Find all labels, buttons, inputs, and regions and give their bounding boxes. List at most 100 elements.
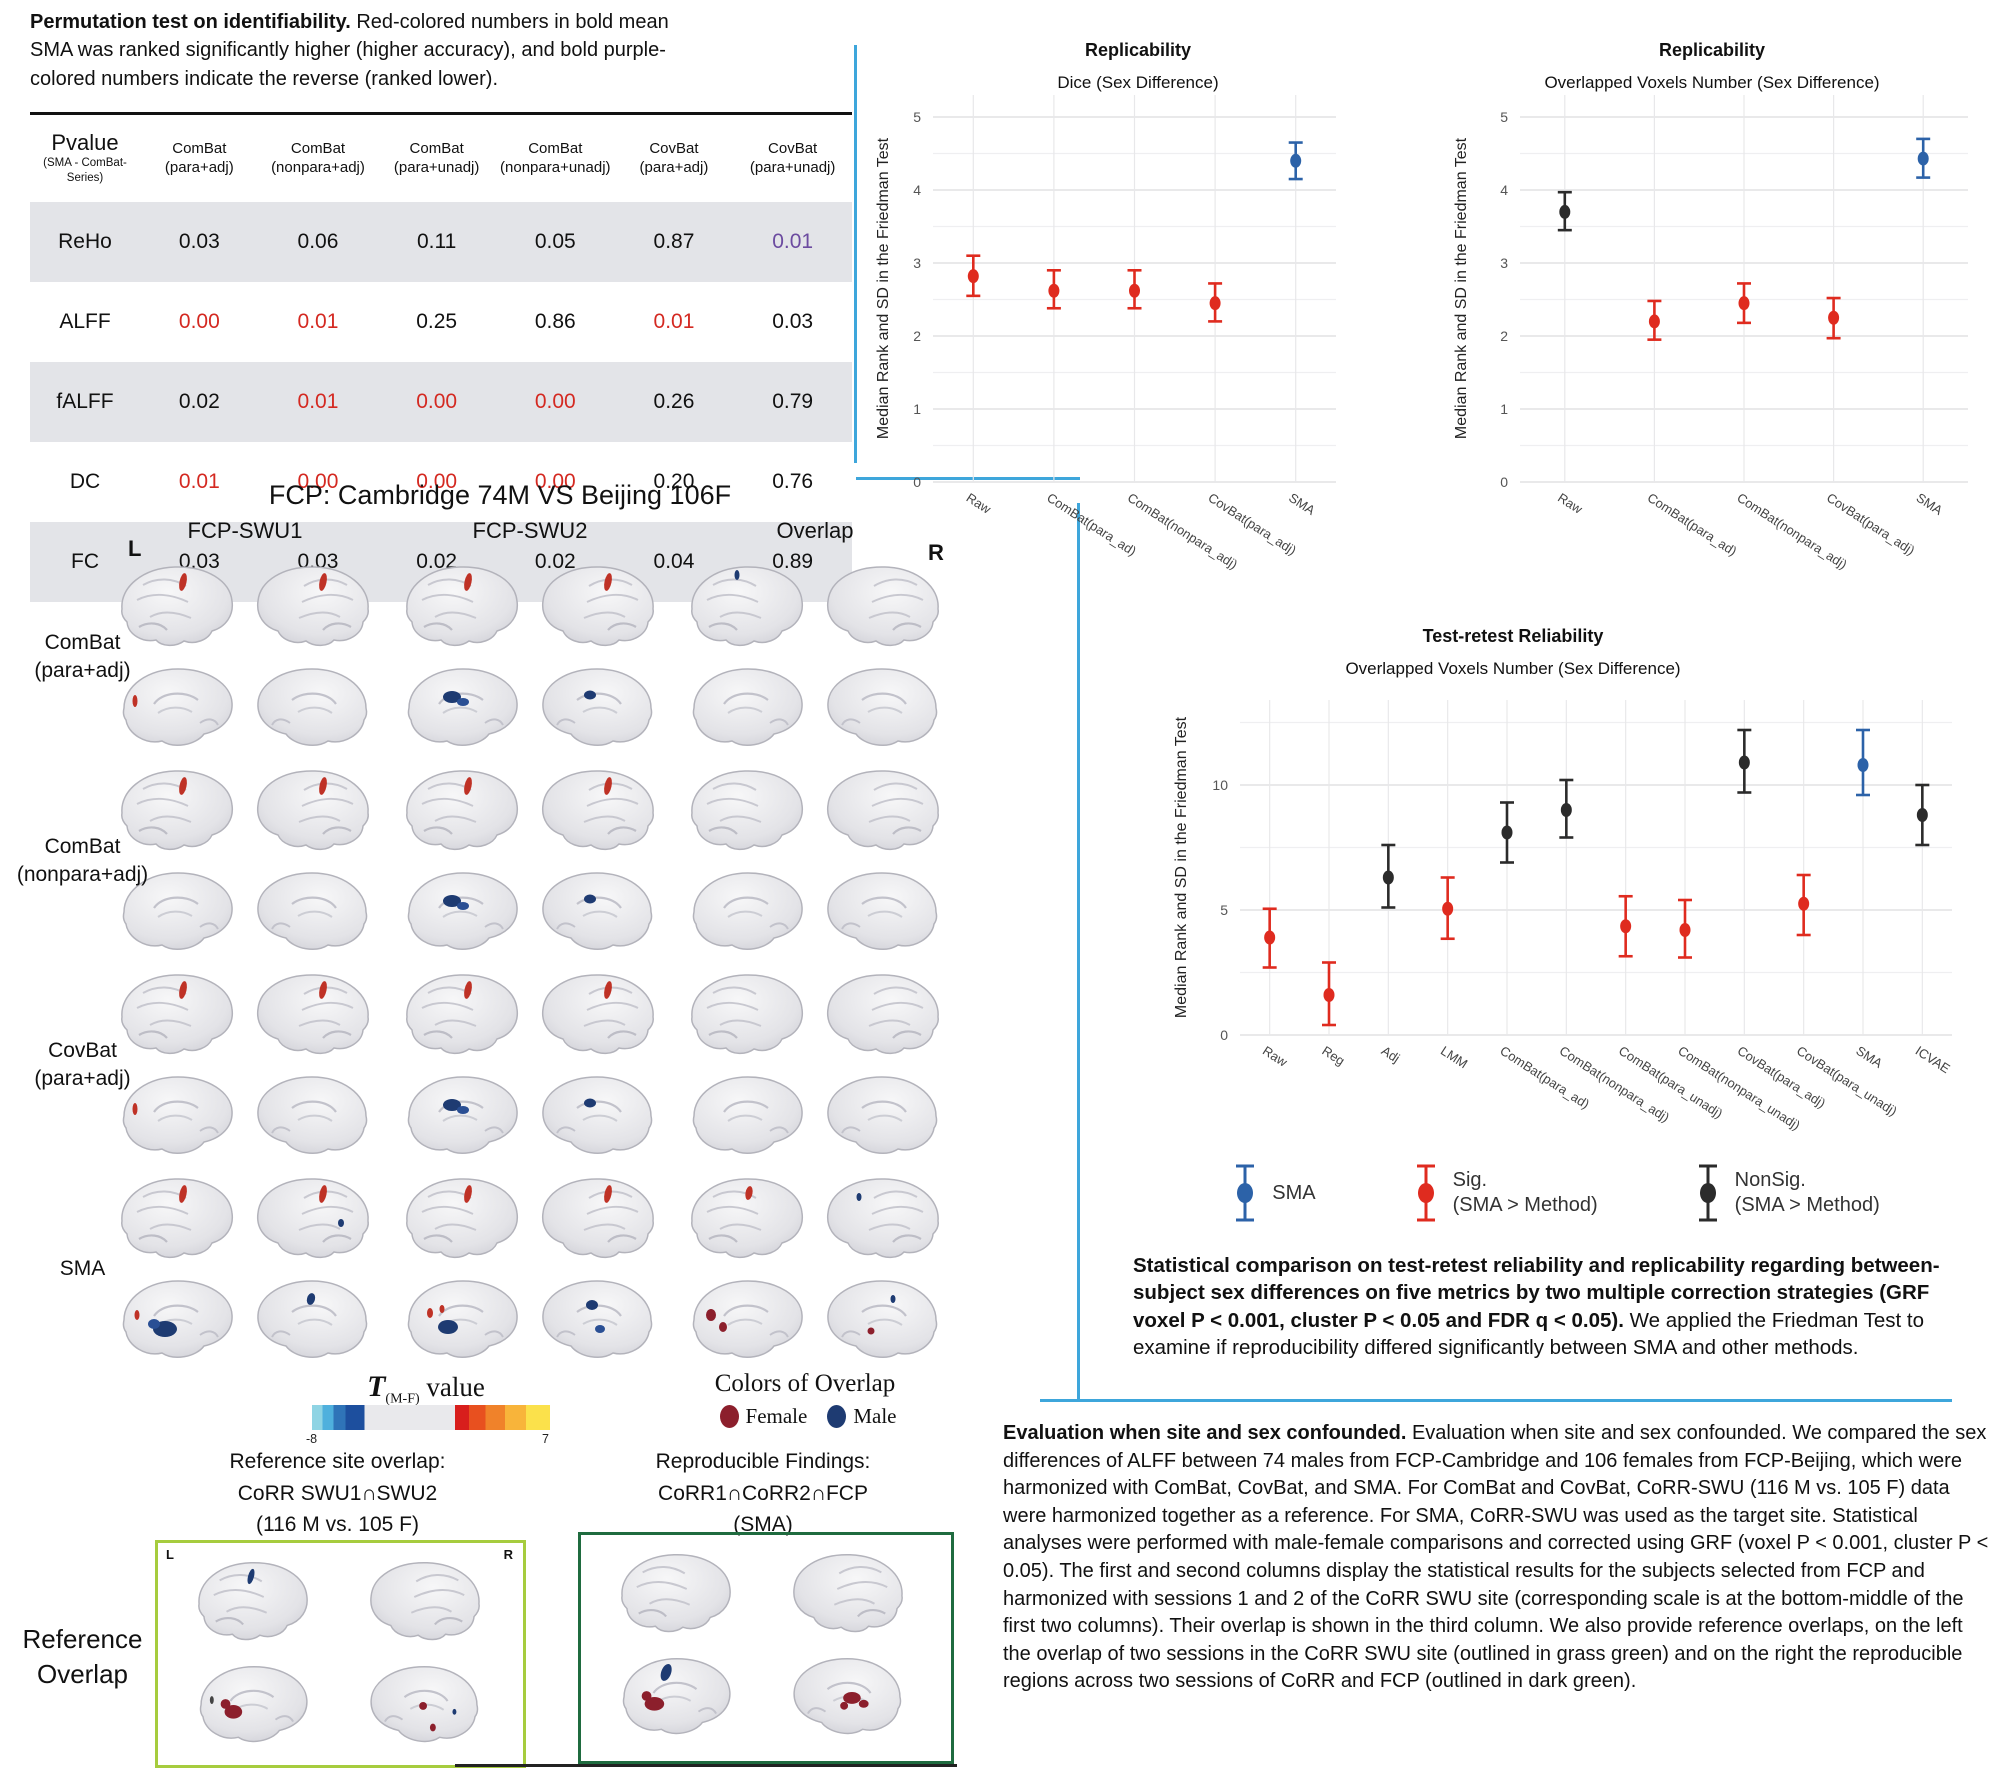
t-value-colorbar-label: T(M-F) value (295, 1370, 557, 1407)
pvalue-table-column-header: CovBat (para+adj) (615, 114, 734, 202)
reference-brain-image (620, 1553, 732, 1633)
brain-image (407, 871, 519, 951)
brain-image (826, 1177, 940, 1259)
column-header-fcp-swu2: FCP-SWU2 (472, 518, 588, 543)
left-hemisphere-marker: L (128, 536, 142, 561)
activation-spot (419, 1702, 427, 1710)
pvalue-cell: 0.01 (297, 309, 339, 333)
y-tick-label: 3 (1500, 255, 1508, 271)
activation-spot (745, 1186, 753, 1200)
brain-image (405, 973, 519, 1055)
activation-spot (858, 1699, 869, 1708)
x-tick-label: SMA (1286, 490, 1318, 518)
y-tick-label: 4 (1500, 182, 1508, 198)
pvalue-cell: 0.00 (534, 389, 576, 413)
chart-replicability-dice: 0 1 2 3 4 5 Replicability Dice (Sex Difference)… (875, 40, 1336, 572)
method-row-label-line: ComBat (44, 835, 121, 858)
t-symbol: T (367, 1370, 386, 1403)
activation-spot (464, 1185, 472, 1203)
activation-spot (132, 1103, 138, 1115)
activation-spot (660, 1664, 672, 1681)
pvalue-cell: 0.26 (653, 389, 695, 413)
bottom-rule (455, 1764, 957, 1767)
brain-image (541, 1177, 655, 1259)
pvalue-table-column-header: ComBat (nonpara+adj) (259, 114, 378, 202)
activation-spot (319, 1185, 327, 1203)
activation-spot (584, 894, 596, 904)
activation-spot (706, 1309, 716, 1321)
colors-of-overlap-items: Female Male (668, 1404, 948, 1429)
data-point (1679, 923, 1691, 937)
legend-label: SMA (1272, 1181, 1315, 1206)
activation-spot (148, 1319, 160, 1329)
brain-image (120, 973, 234, 1055)
x-tick-label: Raw (964, 490, 994, 517)
method-row-label-line: (para+adj) (34, 658, 131, 682)
brain-image (256, 1177, 370, 1259)
brain-image (690, 1177, 804, 1259)
activation-spot (856, 1193, 862, 1201)
activation-spot (457, 698, 469, 706)
chart-subtitle: Overlapped Voxels Number (Sex Difference… (1544, 73, 1879, 92)
brain-image (692, 667, 804, 747)
brain-image (541, 565, 655, 647)
brain-image (690, 769, 804, 851)
y-tick-label: 3 (913, 255, 921, 271)
metric-label: FC (71, 549, 99, 573)
activation-spot (319, 573, 327, 591)
x-tick-label: ComBat(para_ad) (1645, 490, 1740, 559)
divider-vertical-top (854, 45, 857, 463)
data-point (1382, 870, 1394, 885)
t-value-word: value (419, 1372, 485, 1402)
x-tick-label: ComBat(para_ad) (1044, 490, 1139, 559)
activation-spot (209, 1696, 214, 1704)
y-tick-label: 5 (1220, 902, 1228, 918)
method-row-label-line: SMA (59, 1257, 106, 1280)
activation-spot (224, 1704, 243, 1719)
brain-image (541, 1279, 653, 1359)
activation-spot (306, 1293, 316, 1305)
overlap-color-item: Male (827, 1404, 896, 1429)
brain-image (541, 667, 653, 747)
column-header-line2: (nonpara+unadj) (500, 159, 611, 177)
brain-image (120, 769, 234, 851)
activation-spot (464, 981, 472, 999)
test-retest-caption-lead: Statistical comparison on test-retest re… (1133, 1254, 1940, 1332)
brain-image (120, 565, 234, 647)
data-point (1442, 901, 1454, 916)
data-point (1560, 803, 1572, 817)
metric-label: fALFF (56, 389, 114, 413)
brain-image (826, 1279, 938, 1359)
activation-spot (867, 1327, 875, 1335)
colorbar-max-label: 7 (542, 1432, 549, 1446)
pvalue-cell: 0.00 (297, 469, 339, 493)
chart-title: Replicability (1085, 40, 1191, 60)
pvalue-cell: 0.25 (416, 309, 458, 333)
x-tick-label: Raw (1555, 490, 1585, 517)
legend-errorbar-icon (1236, 1164, 1255, 1222)
activation-spot (457, 902, 469, 910)
brain-image (256, 871, 368, 951)
y-tick-label: 4 (913, 182, 921, 198)
chart-subtitle: Overlapped Voxels Number (Sex Difference… (1345, 659, 1680, 678)
x-tick-label: ComBat(nonpara_adj) (1557, 1043, 1672, 1125)
brain-image (690, 565, 804, 647)
reference-brain-image (370, 1665, 479, 1743)
divider-horizontal-bottom (1040, 1399, 1952, 1402)
brain-image (120, 1177, 234, 1259)
divider-horizontal-top (856, 477, 1080, 480)
x-tick-label: Adj (1379, 1043, 1403, 1066)
pvalue-cell: 0.03 (178, 549, 220, 573)
brain-image (256, 565, 370, 647)
test-retest-caption: Statistical comparison on test-retest re… (1133, 1252, 1973, 1361)
x-tick-label: ICVAE (1913, 1043, 1953, 1076)
y-axis-label: Median Rank and SD in the Friedman Test (875, 137, 892, 439)
pvalue-table-column-header: ComBat (para+adj) (140, 114, 259, 202)
brain-image (541, 1075, 653, 1155)
pvalue-cell: 0.04 (653, 549, 695, 573)
test-retest-caption-rest: We applied the Friedman Test to examine … (1133, 1308, 1925, 1359)
activation-spot (464, 777, 472, 795)
data-point (1323, 988, 1335, 1002)
legend-label: NonSig. (SMA > Method) (1735, 1168, 1880, 1218)
y-tick-label: 5 (1500, 109, 1508, 125)
